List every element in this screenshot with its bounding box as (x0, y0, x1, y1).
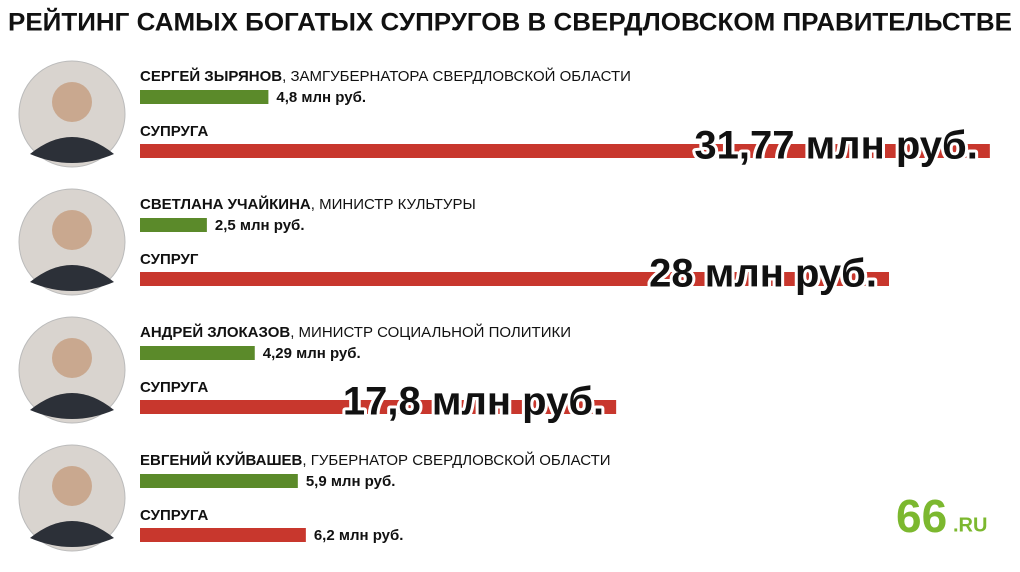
person-name: СВЕТЛАНА УЧАЙКИНА (140, 195, 311, 213)
bar (140, 218, 207, 232)
bar (140, 346, 255, 360)
person-label: АНДРЕЙ ЗЛОКАЗОВ, МИНИСТР СОЦИАЛЬНОЙ ПОЛИ… (140, 323, 571, 341)
value-label: 4,8 млн руб. (276, 89, 366, 106)
person-label: СВЕТЛАНА УЧАЙКИНА, МИНИСТР КУЛЬТУРЫ (140, 195, 476, 213)
person-name: СЕРГЕЙ ЗЫРЯНОВ (140, 67, 282, 85)
spouse-label: СУПРУГ (140, 251, 199, 268)
bar (140, 144, 990, 158)
person-role: , МИНИСТР СОЦИАЛЬНОЙ ПОЛИТИКИ (290, 323, 571, 341)
person-name: ЕВГЕНИЙ КУЙВАШЕВ (140, 451, 303, 469)
photo-head (52, 338, 92, 378)
logo-main: 66 (896, 490, 947, 542)
bar (140, 272, 889, 286)
value-label-large: 17,8 млн руб. (343, 380, 604, 424)
value-label: 2,5 млн руб. (215, 217, 305, 234)
person-label: СЕРГЕЙ ЗЫРЯНОВ, ЗАМГУБЕРНАТОРА СВЕРДЛОВС… (140, 67, 631, 85)
photo-body (30, 137, 114, 163)
bar (140, 90, 269, 104)
photo-head (52, 82, 92, 122)
photo-body (30, 265, 114, 291)
person-label: ЕВГЕНИЙ КУЙВАШЕВ, ГУБЕРНАТОР СВЕРДЛОВСКО… (140, 451, 611, 469)
spouse-label: СУПРУГА (140, 123, 208, 140)
bar (140, 474, 298, 488)
value-label-large: 28 млн руб. (649, 252, 877, 296)
person-role: , МИНИСТР КУЛЬТУРЫ (311, 196, 476, 213)
value-label-large: 31,77 млн руб. (694, 124, 977, 168)
person-role: , ГУБЕРНАТОР СВЕРДЛОВСКОЙ ОБЛАСТИ (302, 451, 610, 469)
photo-head (52, 466, 92, 506)
spouse-label: СУПРУГА (140, 379, 208, 396)
logo-suffix: .RU (953, 514, 987, 536)
logo: 66 .RU (896, 490, 987, 542)
chart-title: РЕЙТИНГ САМЫХ БОГАТЫХ СУПРУГОВ В СВЕРДЛО… (8, 7, 1012, 37)
photo-body (30, 521, 114, 547)
spouse-label: СУПРУГА (140, 507, 208, 524)
value-label: 6,2 млн руб. (314, 527, 404, 544)
value-label: 4,29 млн руб. (263, 345, 361, 362)
value-label: 5,9 млн руб. (306, 473, 396, 490)
photo-head (52, 210, 92, 250)
bar (140, 528, 306, 542)
person-name: АНДРЕЙ ЗЛОКАЗОВ (140, 323, 290, 341)
photo-body (30, 393, 114, 419)
bar (140, 400, 617, 414)
person-role: , ЗАМГУБЕРНАТОРА СВЕРДЛОВСКОЙ ОБЛАСТИ (282, 67, 631, 85)
